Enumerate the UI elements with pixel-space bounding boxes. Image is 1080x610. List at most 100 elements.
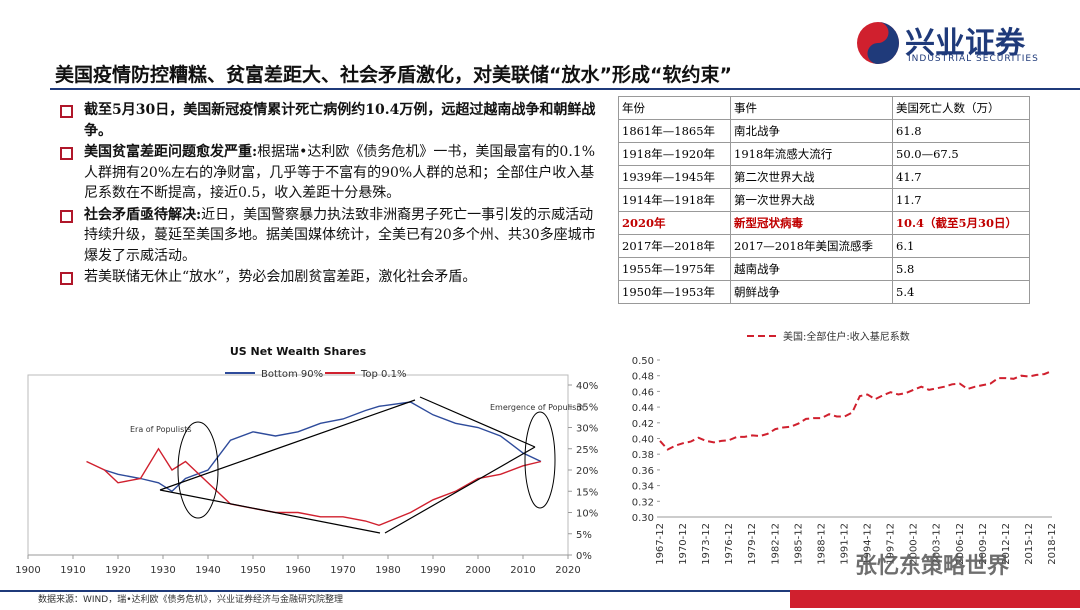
watermark: 张忆东策略世界 (855, 554, 1010, 579)
table-cell: 6.1 (892, 234, 1030, 258)
x-tick-label: 1979-12 (747, 523, 758, 565)
table-cell: 10.4（截至5月30日） (892, 211, 1030, 235)
table-cell: 1861年—1865年 (618, 119, 731, 143)
bullet: 美国贫富差距问题愈发严重:根据瑞•达利欧《债务危机》一书，美国最富有的0.1%人… (58, 142, 603, 204)
annotation: Era of Populists (130, 425, 192, 434)
x-tick-label: 1920 (105, 565, 130, 576)
title-rule (50, 88, 1080, 90)
table-header: 年份 事件 美国死亡人数（万） (618, 96, 1030, 120)
death-table: 年份 事件 美国死亡人数（万） 1861年—1865年 南北战争 61.8 1918年—19… (618, 96, 1030, 304)
y-tick-label: 0.46 (632, 387, 654, 398)
y-tick-label: 30% (576, 424, 598, 435)
y-tick-label: 0.30 (632, 513, 654, 524)
table-cell: 朝鲜战争 (730, 280, 893, 304)
bullet-bold: 社会矛盾亟待解决: (84, 206, 202, 223)
x-tick-label: 2009-12 (978, 523, 989, 565)
y-tick-label: 0.48 (632, 372, 654, 383)
y-tick-label: 15% (576, 487, 598, 498)
y-tick-label: 0.32 (632, 497, 654, 508)
legend-label: Top 0.1% (360, 369, 406, 380)
x-tick-label: 2006-12 (955, 523, 966, 565)
table-cell: 5.4 (892, 280, 1030, 304)
x-tick-label: 1910 (60, 565, 85, 576)
x-tick-label: 1970 (330, 565, 355, 576)
x-tick-label: 1990 (420, 565, 445, 576)
footer-bar (790, 590, 1080, 608)
x-tick-label: 1976-12 (724, 523, 735, 565)
bullet: 若美联储无休止“放水”，势必会加剧贫富差距，激化社会矛盾。 (58, 267, 603, 288)
legend-label: 美国:全部住户:收入基尼系数 (783, 330, 910, 343)
series-line (104, 401, 542, 493)
y-tick-label: 0.50 (632, 356, 654, 367)
table-cell: 1918年—1920年 (618, 142, 731, 166)
x-tick-label: 1970-12 (678, 523, 689, 565)
x-tick-label: 1900 (15, 565, 40, 576)
header-cell: 年份 (618, 96, 731, 120)
x-tick-label: 2012-12 (1001, 523, 1012, 565)
x-tick-label: 1930 (150, 565, 175, 576)
x-tick-label: 1973-12 (701, 523, 712, 565)
table-cell: 第二次世界大战 (730, 165, 893, 189)
highlight-ellipse (177, 421, 219, 519)
table-cell: 1939年—1945年 (618, 165, 731, 189)
x-tick-label: 2000-12 (909, 523, 920, 565)
wealth-chart: 0% 5% 10% 15% 20% 25% 30% 35% 40% 1900 1910 1920 193… (15, 345, 598, 576)
table-cell: 1955年—1975年 (618, 257, 731, 281)
y-tick-label: 0% (576, 551, 592, 562)
x-tick-label: 1991-12 (839, 523, 850, 565)
bullet-bold: 美国贫富差距问题愈发严重: (84, 144, 258, 160)
legend-label: Bottom 90% (261, 369, 323, 380)
table-cell: 2017年—2018年 (618, 234, 731, 258)
logo-mark (857, 22, 899, 64)
x-tick-label: 2000 (465, 565, 490, 576)
x-tick-label: 2018-12 (1047, 523, 1058, 565)
table-cell: 第一次世界大战 (730, 188, 893, 212)
table-cell: 5.8 (892, 257, 1030, 281)
table-row: 1939年—1945年 第二次世界大战 41.7 (618, 165, 1030, 189)
x-tick-label: 1994-12 (863, 523, 874, 565)
table-cell: 2020年 (618, 211, 731, 235)
table-row: 1950年—1953年 朝鲜战争 5.4 (618, 280, 1030, 304)
x-tick-label: 1940 (195, 565, 220, 576)
arrow (159, 489, 381, 534)
gini-chart: 0.30 0.32 0.34 0.36 0.38 0.40 0.42 0.44 0.46 0.48… (632, 330, 1058, 565)
series-line (659, 370, 1053, 451)
y-tick-label: 35% (576, 402, 598, 413)
x-tick-label: 1950 (240, 565, 265, 576)
table-cell: 新型冠状病毒 (730, 211, 893, 235)
y-tick-label: 0.44 (632, 403, 654, 414)
table-cell: 2017—2018年美国流感季 (730, 234, 893, 258)
x-tick-label: 1985-12 (793, 523, 804, 565)
y-tick-label: 25% (576, 445, 598, 456)
annotation: Emergence of Populism (490, 403, 584, 412)
table-row: 1914年—1918年 第一次世界大战 11.7 (618, 188, 1030, 212)
table-row: 2020年 新型冠状病毒 10.4（截至5月30日） (618, 211, 1030, 235)
table-cell: 41.7 (892, 165, 1030, 189)
table-cell: 61.8 (892, 119, 1030, 143)
y-tick-label: 20% (576, 466, 598, 477)
x-tick-label: 1988-12 (816, 523, 827, 565)
x-tick-label: 1982-12 (770, 523, 781, 565)
arrow (419, 396, 536, 448)
header-cell: 事件 (730, 96, 893, 120)
x-tick-label: 2020 (555, 565, 580, 576)
chart-title: US Net Wealth Shares (230, 345, 367, 358)
bullet-text: 近日，美国警察暴力执法致非洲裔男子死亡一事引发的示威活动持续升级，蔓延至美国多地… (84, 206, 596, 264)
table-cell: 1918年流感大流行 (730, 142, 893, 166)
arrow (159, 399, 416, 491)
highlight-ellipse (524, 411, 556, 509)
y-tick-label: 5% (576, 530, 592, 541)
table-row: 1955年—1975年 越南战争 5.8 (618, 257, 1030, 281)
x-tick-label: 2015-12 (1024, 523, 1035, 565)
table-cell: 1950年—1953年 (618, 280, 731, 304)
x-tick-label: 1997-12 (886, 523, 897, 565)
bullet-list: 截至5月30日，美国新冠疫情累计死亡病例约10.4万例，远超过越南战争和朝鲜战争… (58, 100, 603, 289)
x-tick-label: 1967-12 (655, 523, 666, 565)
table-cell: 南北战争 (730, 119, 893, 143)
logo: 兴业证券 (905, 26, 1025, 61)
table-cell: 越南战争 (730, 257, 893, 281)
table-cell: 50.0—67.5 (892, 142, 1030, 166)
bullet: 截至5月30日，美国新冠疫情累计死亡病例约10.4万例，远超过越南战争和朝鲜战争… (58, 100, 603, 141)
bullet-text: 根据瑞•达利欧《债务危机》一书，美国最富有的0.1%人群拥有20%左右的净财富，… (84, 144, 595, 201)
